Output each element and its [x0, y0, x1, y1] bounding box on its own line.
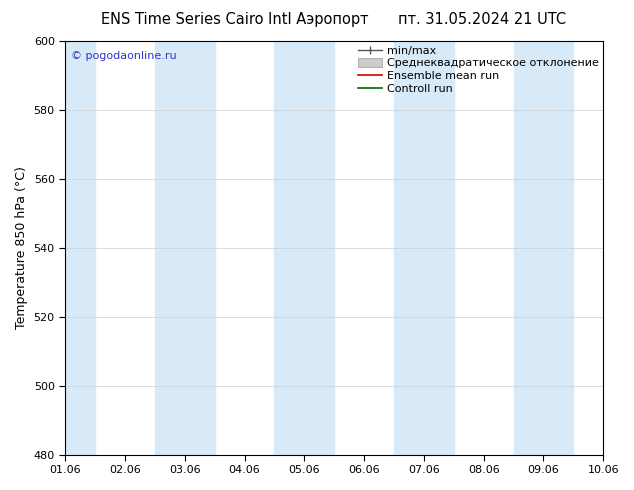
Bar — [514, 41, 573, 455]
Text: ENS Time Series Cairo Intl Аэропорт: ENS Time Series Cairo Intl Аэропорт — [101, 12, 368, 27]
Text: © pogodaonline.ru: © pogodaonline.ru — [70, 51, 176, 61]
Bar — [394, 41, 454, 455]
Y-axis label: Temperature 850 hPa (°C): Temperature 850 hPa (°C) — [15, 167, 28, 329]
Text: пт. 31.05.2024 21 UTC: пт. 31.05.2024 21 UTC — [398, 12, 566, 27]
Bar — [155, 41, 215, 455]
Legend: min/max, Среднеквадратическое отклонение, Ensemble mean run, Controll run: min/max, Среднеквадратическое отклонение… — [356, 43, 601, 97]
Bar — [65, 41, 95, 455]
Bar — [275, 41, 334, 455]
